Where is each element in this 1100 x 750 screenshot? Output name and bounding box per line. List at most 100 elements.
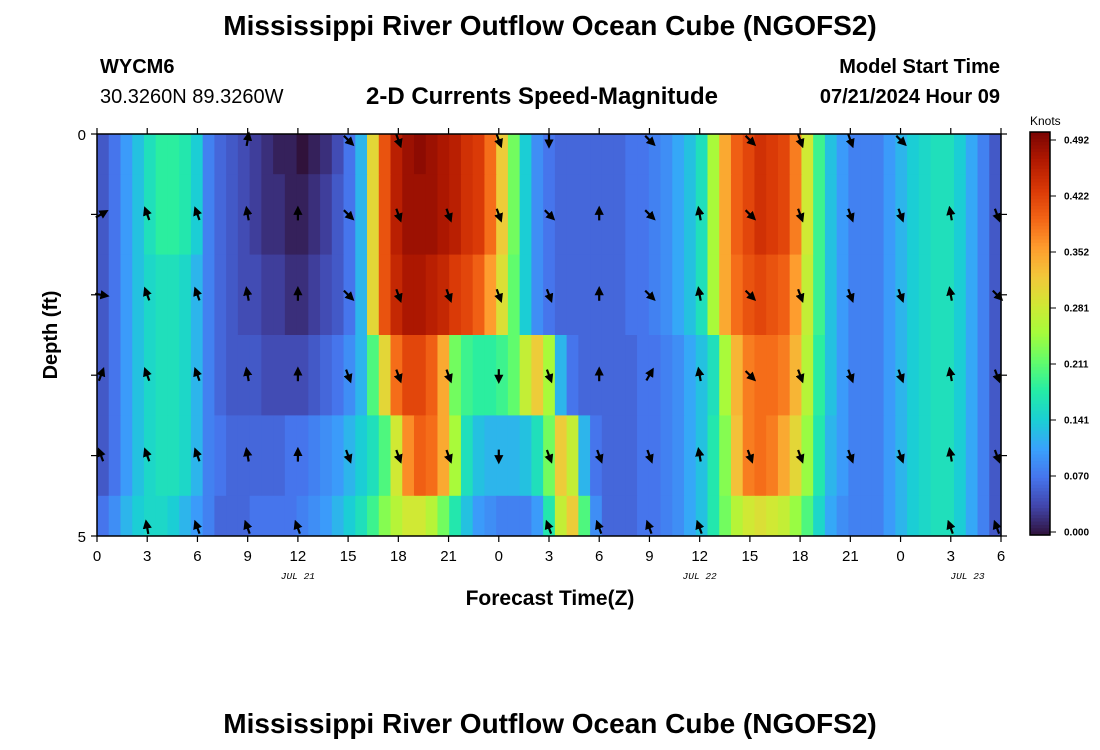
colorbar-swatch xyxy=(1030,158,1050,163)
heat-cell xyxy=(226,335,239,416)
colorbar-swatch xyxy=(1030,484,1050,489)
colorbar-swatch xyxy=(1030,481,1050,486)
heat-cell xyxy=(601,174,615,256)
current-vector-arrow xyxy=(992,289,1004,301)
heat-cell xyxy=(437,495,450,537)
heat-cell xyxy=(226,134,239,175)
heat-cell xyxy=(848,495,861,537)
heat-cell xyxy=(273,335,286,416)
heat-cell xyxy=(684,134,697,175)
colorbar-tick-label: 0.352 xyxy=(1064,248,1089,259)
colorbar-swatch xyxy=(1030,420,1050,425)
heat-cell xyxy=(519,495,532,537)
current-vector-arrow xyxy=(695,519,705,534)
current-vector-arrow xyxy=(494,208,503,223)
colorbar-swatch xyxy=(1030,293,1050,298)
heat-cell xyxy=(449,415,462,497)
heat-cell xyxy=(672,415,685,497)
heat-cell xyxy=(637,174,650,256)
colorbar-swatch xyxy=(1030,340,1050,345)
heat-cell xyxy=(355,335,368,416)
heat-cell xyxy=(766,335,779,416)
current-vector-arrow xyxy=(444,369,453,384)
colorbar-tick-label: 0.070 xyxy=(1064,472,1089,483)
colorbar-swatch xyxy=(1030,451,1050,455)
heat-cell xyxy=(554,254,568,336)
heat-cell xyxy=(484,174,497,256)
heat-cell xyxy=(907,254,920,336)
heat-cell xyxy=(273,134,286,175)
heat-cell xyxy=(519,134,532,175)
current-vector-arrow xyxy=(895,135,907,147)
colorbar-swatch xyxy=(1030,430,1050,435)
heat-cell xyxy=(578,335,591,416)
colorbar-swatch xyxy=(1030,414,1050,419)
colorbar-swatch xyxy=(1030,185,1050,190)
heat-cell xyxy=(261,174,274,256)
heat-cell xyxy=(155,134,169,175)
current-vector-arrow xyxy=(992,369,1002,384)
heat-cell xyxy=(331,415,345,497)
x-tick-label: 6 xyxy=(595,548,603,565)
colorbar-tick-label: 0.281 xyxy=(1064,304,1089,315)
heat-cell xyxy=(214,415,227,497)
x-tick-label: 0 xyxy=(896,548,904,565)
heatmap xyxy=(97,134,1002,537)
heat-cell xyxy=(460,415,474,497)
heat-cell xyxy=(942,254,955,336)
heat-cell xyxy=(942,415,955,497)
footer-title: Mississippi River Outflow Ocean Cube (NG… xyxy=(223,708,877,739)
heat-cell xyxy=(625,415,638,497)
heat-cell xyxy=(601,134,615,175)
current-vector-arrow xyxy=(143,447,152,462)
heat-cell xyxy=(754,254,767,336)
heat-cell xyxy=(871,134,885,175)
heat-cell xyxy=(167,495,180,537)
heat-cell xyxy=(367,134,380,175)
heat-cell xyxy=(554,335,568,416)
heat-cell xyxy=(777,335,791,416)
colorbar-swatch xyxy=(1030,320,1050,325)
heat-cell xyxy=(883,495,896,537)
colorbar-swatch xyxy=(1030,477,1050,482)
current-vector-arrow xyxy=(243,519,253,534)
heat-cell xyxy=(719,134,732,175)
heat-cell xyxy=(777,134,791,175)
heat-cell xyxy=(484,254,497,336)
heat-cell xyxy=(120,254,133,336)
currents-chart: 0 3 6 9 12 15 18 21 0 3 6 9 12 15 18 21 0 3 6 JUL 21 JUL 22 J… xyxy=(40,114,1089,610)
colorbar-swatch xyxy=(1030,323,1050,328)
colorbar-swatch xyxy=(1030,172,1050,177)
colorbar-swatch xyxy=(1030,316,1050,321)
heat-cell xyxy=(907,415,920,497)
current-vector-arrow xyxy=(243,131,253,147)
current-vector-arrow xyxy=(946,519,956,534)
heat-cell xyxy=(719,174,732,256)
heat-cell xyxy=(730,495,744,537)
heat-cell xyxy=(97,415,110,497)
heat-cell xyxy=(226,254,239,336)
colorbar-swatch xyxy=(1030,521,1050,526)
current-vector-arrow xyxy=(444,449,453,464)
current-vector-arrow xyxy=(946,446,956,462)
current-vector-arrow xyxy=(845,288,855,304)
heat-cell xyxy=(355,495,368,537)
heat-cell xyxy=(261,335,274,416)
current-vector-arrow xyxy=(544,449,554,464)
heat-cell xyxy=(132,254,145,336)
heat-cell xyxy=(284,335,298,416)
colorbar-swatch xyxy=(1030,239,1050,244)
heat-cell xyxy=(695,335,709,416)
heat-cell xyxy=(707,335,720,416)
colorbar-swatch xyxy=(1030,236,1050,241)
colorbar-swatch xyxy=(1030,457,1050,462)
x-tick-label: 0 xyxy=(495,548,503,565)
heat-cell xyxy=(824,415,838,497)
heat-cell xyxy=(965,335,979,416)
heat-cell xyxy=(190,495,204,537)
heat-cell xyxy=(425,254,439,336)
heat-cell xyxy=(378,134,392,175)
current-vector-arrow xyxy=(343,209,355,221)
heat-cell xyxy=(719,254,732,336)
colorbar-swatch xyxy=(1030,175,1050,180)
